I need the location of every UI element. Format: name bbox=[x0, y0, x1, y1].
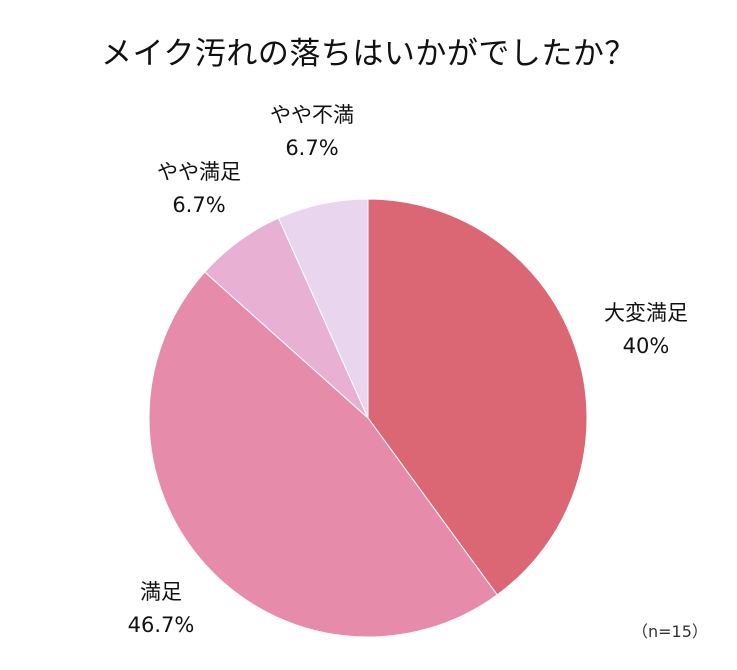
slice-label-name: 満足 bbox=[140, 580, 182, 604]
pie-slice-somewhat-dissatisfied bbox=[277, 198, 369, 419]
slice-label-percent: 46.7% bbox=[127, 613, 195, 637]
pie-slice-very-satisfied bbox=[367, 198, 588, 596]
pie-slices bbox=[148, 198, 588, 638]
slice-label-somewhat-satisfied: やや満足 6.7% bbox=[157, 156, 241, 222]
slice-label-satisfied: 満足 46.7% bbox=[128, 576, 195, 642]
sample-size-note: （n=15） bbox=[632, 622, 708, 641]
pie-slice-satisfied bbox=[148, 271, 498, 638]
slice-label-name: やや不満 bbox=[270, 103, 354, 127]
slice-label-percent: 6.7% bbox=[285, 136, 339, 160]
slice-label-name: 大変満足 bbox=[604, 301, 688, 325]
chart-title: メイク汚れの落ちはいかがでしたか？ bbox=[101, 36, 636, 72]
slice-label-percent: 40% bbox=[622, 334, 670, 358]
slice-label-percent: 6.7% bbox=[172, 193, 226, 217]
slice-label-somewhat-dissatisfied: やや不満 6.7% bbox=[270, 99, 354, 165]
slice-label-very-satisfied: 大変満足 40% bbox=[604, 297, 688, 363]
slice-label-name: やや満足 bbox=[157, 160, 241, 184]
